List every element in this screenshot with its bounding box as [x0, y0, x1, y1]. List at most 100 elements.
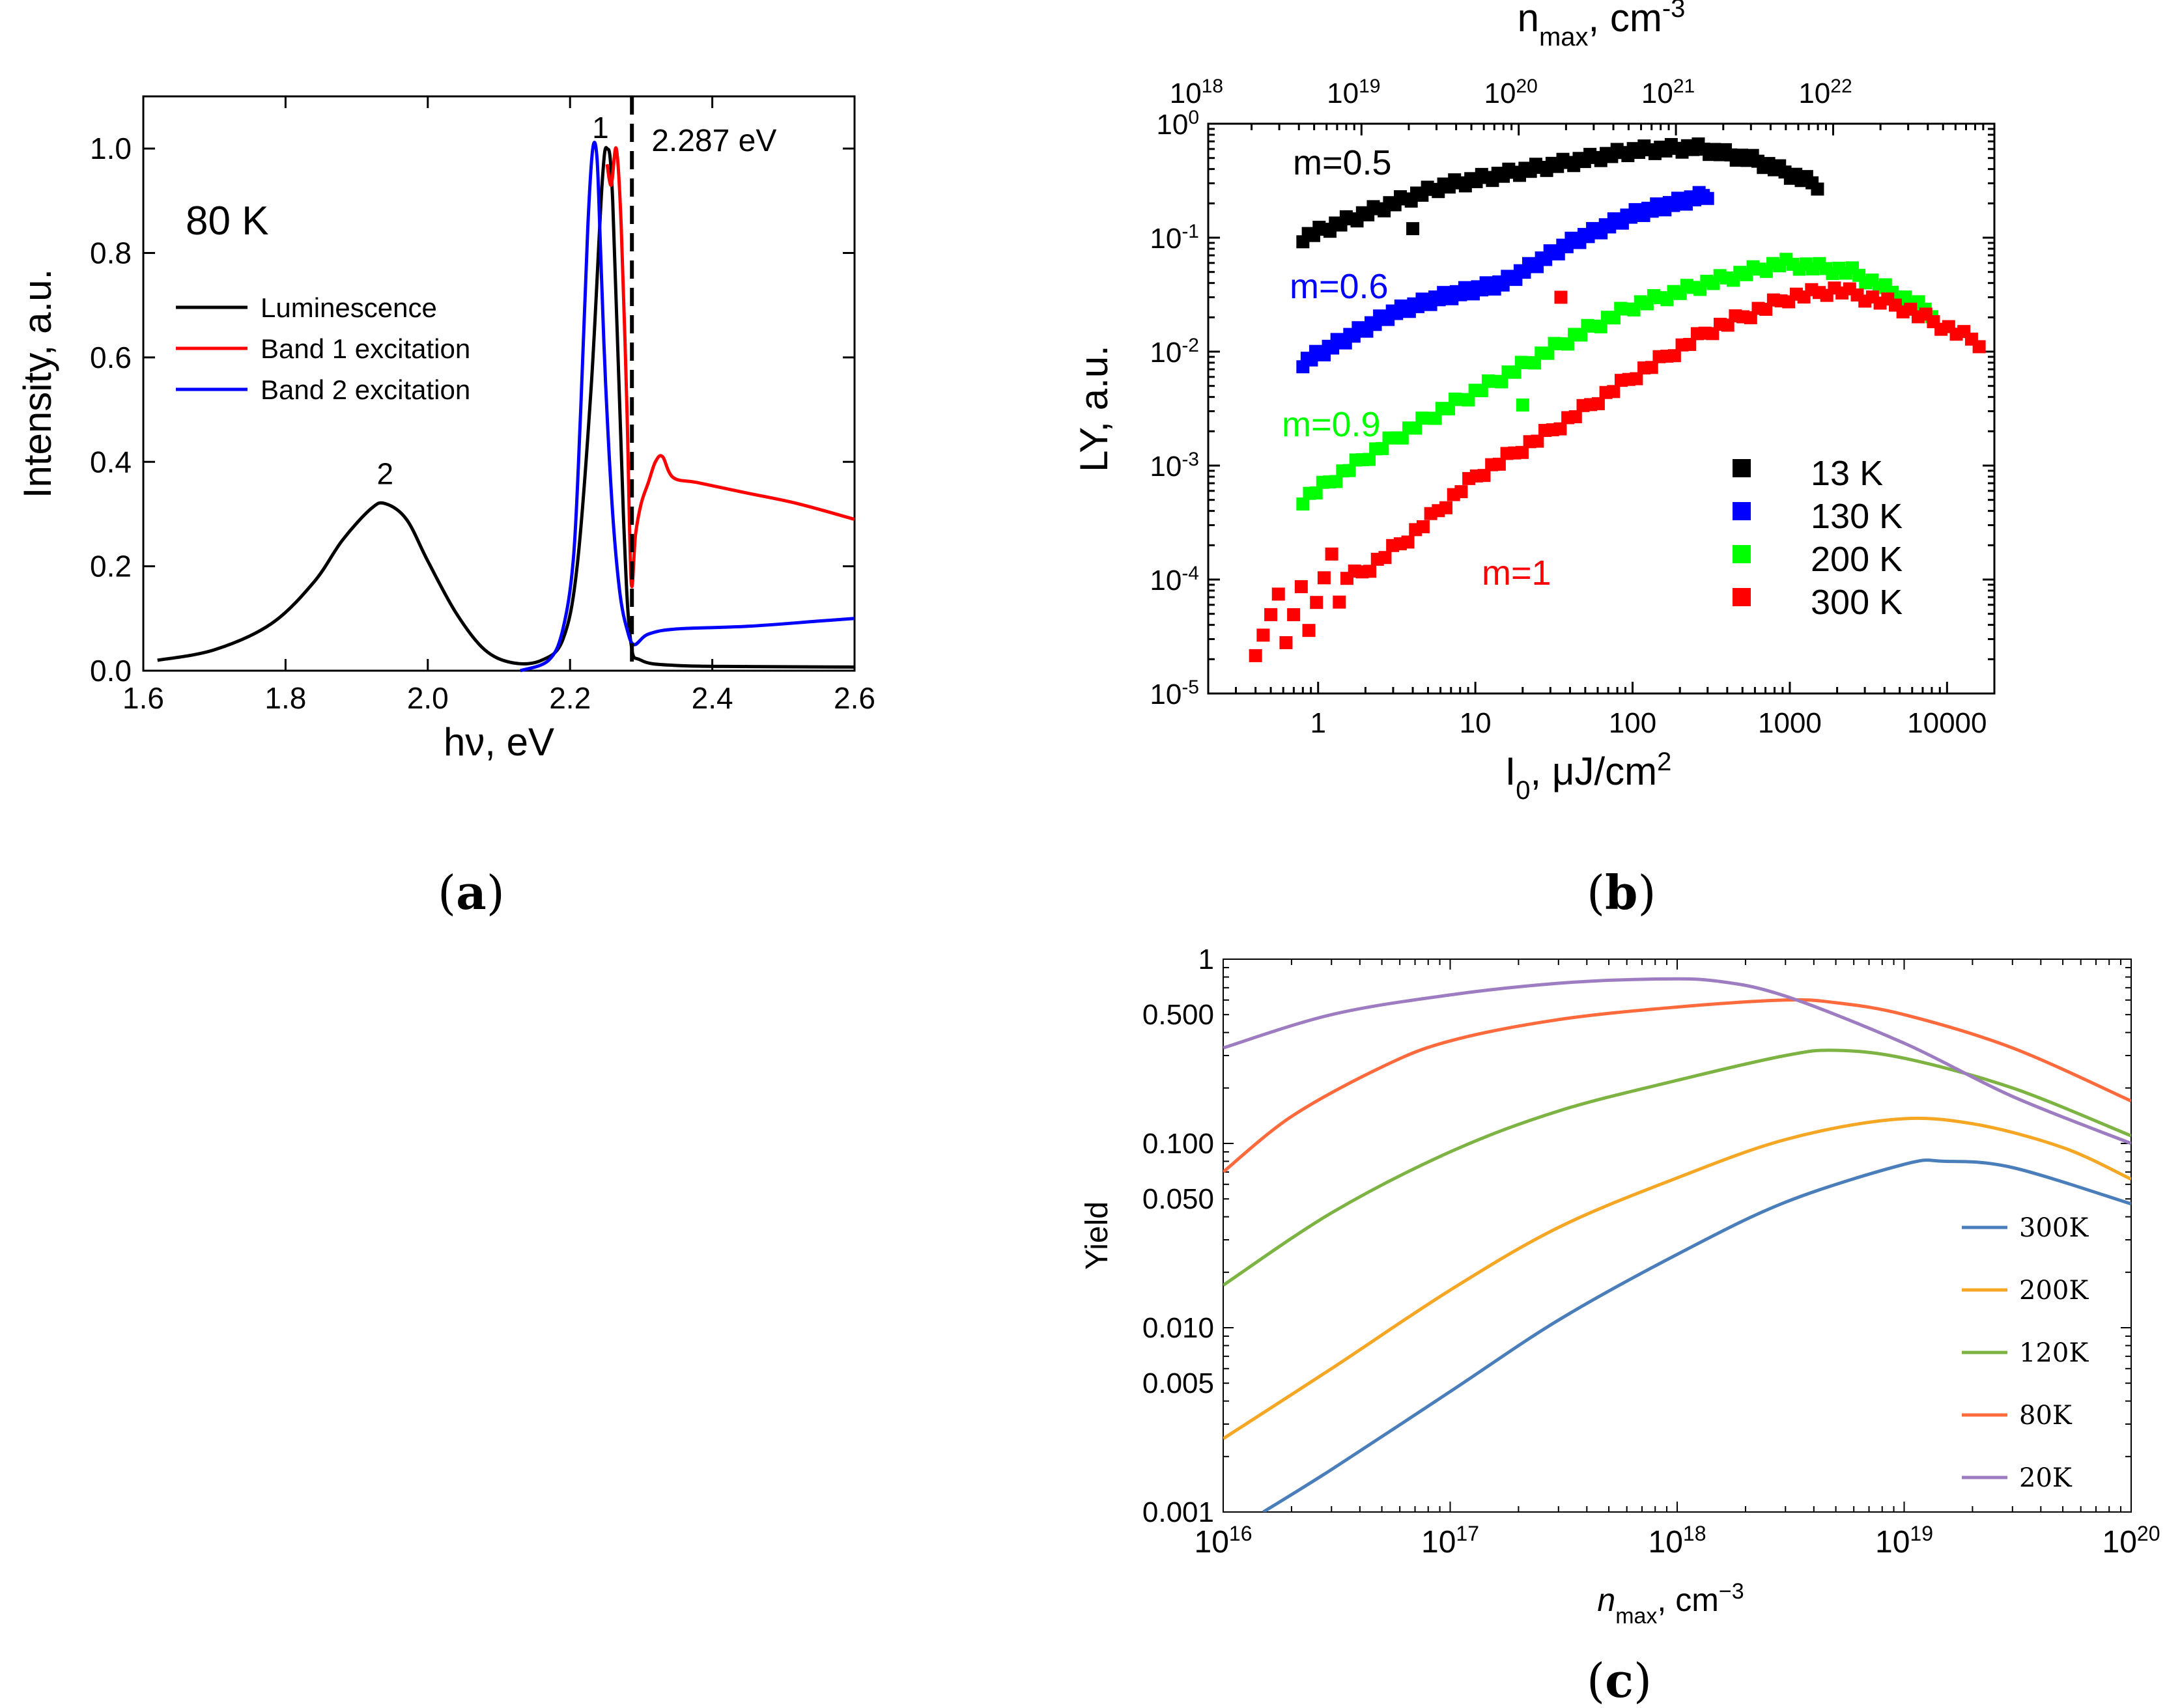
panel-b-point: [1477, 469, 1491, 483]
panel-b-point: [1531, 434, 1544, 448]
panel-a-xtick-label: 2.2: [549, 681, 591, 715]
panel-b-point: [1607, 385, 1621, 399]
panel-b-outlier-point: [1516, 398, 1529, 412]
panel-a-ytick-label: 0.0: [90, 654, 132, 688]
panel-a-xlabel: hν, eV: [444, 720, 554, 764]
panel-b-legend-swatch: [1733, 502, 1751, 520]
panel-b-point: [1376, 441, 1389, 455]
panel-b-toptick-label: 1019: [1327, 76, 1380, 110]
panel-b-point: [1401, 535, 1415, 549]
panel-b-point: [1441, 402, 1455, 415]
panel-b-point: [1325, 547, 1338, 561]
panel-b-ytick-label: 10-3: [1150, 449, 1199, 483]
panel-b-xlabel: I0, μJ/cm2: [1505, 748, 1672, 805]
panel-a-peak1-label: 1: [592, 111, 609, 145]
panel-c-series-4: [1223, 977, 2131, 1145]
panel-c-legend-label: 80K: [2019, 1401, 2073, 1431]
panel-b-point: [1416, 520, 1430, 533]
panel-a-ytick-label: 0.8: [90, 236, 132, 270]
panel-b-slope-label: m=0.9: [1282, 405, 1381, 444]
panel-c-series-1: [1223, 1116, 2131, 1440]
panel-b-legend-swatch: [1733, 588, 1751, 606]
panel-a-legend-label: Luminescence: [261, 292, 437, 323]
panel-a-series-2: [519, 141, 855, 673]
panel-b-ytick-label: 10-2: [1150, 335, 1199, 369]
panel-a-xtick-label: 2.6: [834, 681, 875, 715]
panel-b-point: [1264, 608, 1278, 621]
panel-b-legend-label: 130 K: [1811, 497, 1903, 536]
panel-b-legend-label: 300 K: [1811, 583, 1903, 622]
panel-a-xtick-label: 2.0: [407, 681, 449, 715]
panel-b-point: [1515, 445, 1529, 459]
panel-b-point: [1553, 422, 1567, 436]
panel-b-point: [1249, 649, 1262, 662]
panel-b-point: [1541, 346, 1555, 360]
panel-b-slope-label: m=0.5: [1293, 143, 1392, 182]
panel-c-xtick-label: 1020: [2102, 1522, 2160, 1560]
panel-b-point: [1683, 337, 1697, 351]
panel-a-temp-label: 80 K: [186, 199, 269, 244]
panel-b-point: [1409, 421, 1423, 435]
panel-b-point: [1667, 349, 1681, 363]
panel-label-b: (b): [1587, 865, 1656, 920]
panel-a-xtick-label: 2.4: [692, 681, 733, 715]
panel-b-ytick-label: 100: [1156, 107, 1199, 141]
panel-b-point: [1701, 191, 1714, 205]
panel-c-ytick-label: 1: [1198, 944, 1214, 975]
panel-c-ytick-label: 0.010: [1142, 1312, 1214, 1344]
panel-a-plot: 1.6 1.8 2.0 2.2 2.4 2.6 0.0 0.2 0.4 0.6 0.8 1.0 hν, …: [16, 95, 875, 764]
panel-a-ytick-label: 0.2: [90, 550, 132, 583]
panel-b-toptick-label: 1022: [1798, 76, 1852, 110]
panel-b-ylabel: LY, a.u.: [1072, 345, 1116, 472]
panel-b-point: [1302, 624, 1316, 637]
panel-b-toptick-label: 1021: [1641, 76, 1695, 110]
panel-b-point: [1271, 587, 1285, 601]
panel-b-point: [1630, 372, 1643, 385]
panel-a-peak2-label: 2: [376, 456, 393, 490]
panel-c-xtick-label: 1018: [1649, 1522, 1706, 1560]
panel-b-point: [1279, 636, 1293, 649]
panel-b-point: [1310, 596, 1324, 609]
panel-a-edge-label: 2.287 eV: [651, 124, 776, 158]
panel-b-point: [1591, 397, 1605, 410]
panel-a-xtick-label: 1.6: [122, 681, 164, 715]
panel-c-xtick-label: 1019: [1875, 1522, 1933, 1560]
panel-b-frame: [1207, 122, 1996, 695]
panel-c-ytick-label: 0.005: [1142, 1367, 1214, 1399]
panel-b-point: [1492, 457, 1506, 471]
panel-b-point: [1475, 384, 1488, 397]
panel-a-legend-label: Band 1 excitation: [261, 333, 470, 364]
panel-b-point: [1428, 412, 1442, 425]
panel-b-point: [1333, 595, 1346, 609]
panel-b-point: [1439, 501, 1453, 514]
panel-a-legend-label: Band 2 excitation: [261, 374, 470, 405]
panel-b-legend-label: 13 K: [1811, 454, 1883, 493]
panel-b-slope-label: m=0.6: [1290, 267, 1389, 306]
panel-b-toptick-label: 1020: [1484, 76, 1538, 110]
panel-b-point: [1296, 497, 1310, 511]
panel-b-ytick-label: 10-5: [1150, 677, 1199, 711]
panel-b-outlier-point: [1554, 290, 1568, 304]
panel-c-legend-label: 20K: [2019, 1463, 2073, 1493]
panel-a-frame: [142, 95, 856, 672]
panel-b-point: [1645, 361, 1658, 374]
panel-b-series-3: [1249, 281, 1986, 662]
panel-b-point: [1342, 464, 1356, 477]
panel-b-top-axis-title: nmax, cm-3: [1518, 0, 1686, 51]
panel-c-ytick-label: 0.001: [1142, 1496, 1214, 1528]
panel-a-series-1: [605, 146, 855, 589]
panel-c-series-3: [1223, 998, 2131, 1173]
panel-b-point: [1294, 580, 1308, 593]
panel-b-point: [1362, 453, 1376, 466]
panel-c-legend-label: 300K: [2019, 1213, 2089, 1243]
panel-b-xtick-label: 10: [1460, 707, 1492, 739]
panel-b-point: [1363, 565, 1377, 578]
panel-c-legend-label: 120K: [2019, 1338, 2089, 1368]
panel-b-point: [1329, 475, 1343, 488]
panel-c-ytick-label: 0.500: [1142, 999, 1214, 1031]
panel-c-plot: 1016 1017 1018 1019 1020 0.001 0.005 0.010 0.050…: [1080, 944, 2160, 1629]
panel-b-xtick-label: 1000: [1758, 707, 1822, 739]
panel-b-point: [1811, 182, 1824, 196]
panel-b-series-0: [1296, 137, 1824, 249]
panel-b-point: [1462, 393, 1475, 407]
